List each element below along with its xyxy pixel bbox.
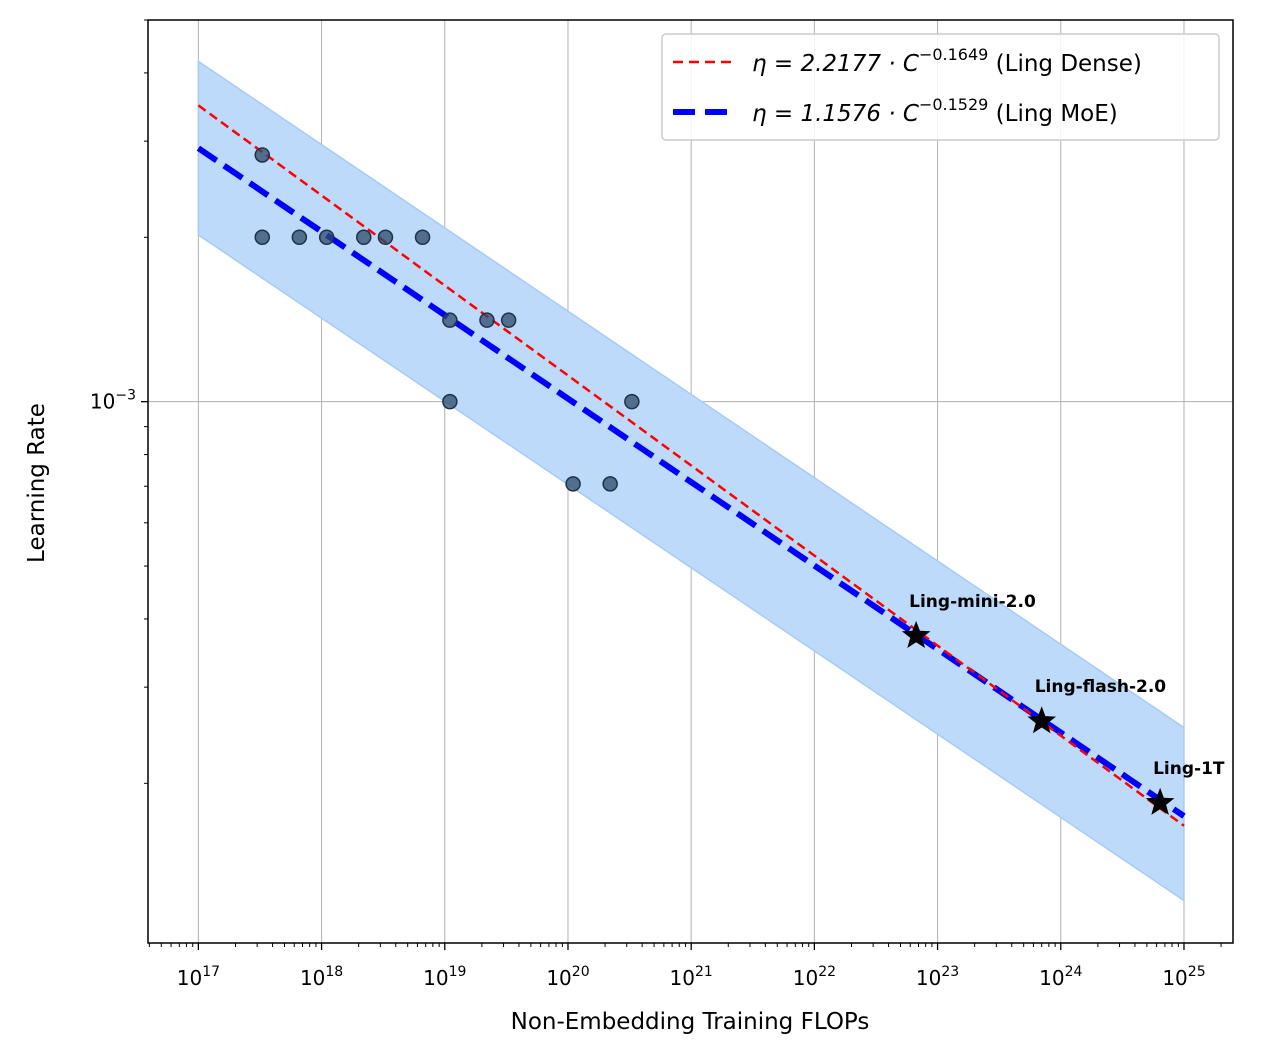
annotation-label: Ling-flash-2.0 (1035, 677, 1167, 697)
x-tick-label: 1024 (1039, 964, 1082, 990)
legend: η = 2.2177 · C−0.1649 (Ling Dense) η = 1.… (661, 33, 1220, 141)
x-axis-label: Non-Embedding Training FLOPs (511, 1009, 870, 1035)
data-point (377, 229, 394, 246)
annotation-label: Ling-mini-2.0 (909, 592, 1036, 612)
data-point (565, 476, 581, 492)
model-annotations: Ling-mini-2.0 Ling-flash-2.0 Ling-1T (901, 592, 1225, 815)
legend-box (661, 33, 1220, 141)
star-marker-icon (901, 620, 931, 648)
data-point (356, 229, 372, 246)
data-point (602, 476, 618, 492)
data-point (291, 229, 308, 246)
axes: 1017 1018 1019 1020 1021 1022 1023 1024 1025 10−3 (90, 19, 1234, 990)
x-tick-label: 1025 (1162, 964, 1205, 990)
x-tick-label: 1018 (300, 964, 343, 990)
data-point (500, 312, 517, 328)
data-point (318, 229, 335, 246)
scatter-points (254, 147, 640, 492)
x-tick-label: 1023 (916, 964, 959, 990)
data-point (414, 229, 431, 246)
data-point (479, 312, 495, 328)
fit-lines (196, 104, 1186, 827)
x-tick-label: 1022 (793, 964, 836, 990)
data-point (624, 393, 640, 410)
data-point (442, 312, 458, 328)
x-tick-label: 1019 (423, 964, 466, 990)
y-axis-label: Learning Rate (24, 403, 50, 563)
data-point (442, 393, 458, 410)
x-tick-label: 1017 (177, 964, 220, 990)
legend-label: η = 2.2177 · C−0.1649 (Ling Dense) (752, 45, 1142, 77)
data-point (254, 229, 271, 246)
plot-frame (147, 19, 1234, 944)
x-tick-label: 1020 (546, 964, 589, 990)
legend-label: η = 1.1576 · C−0.1529 (Ling MoE) (752, 95, 1118, 127)
fit-line-ling-dense (197, 104, 1185, 827)
annotation-label: Ling-1T (1153, 759, 1225, 779)
y-tick-label: 10−3 (90, 388, 136, 414)
star-marker-icon (1145, 787, 1175, 815)
data-point (254, 147, 271, 163)
star-marker-icon (1027, 706, 1056, 734)
x-tick-label: 1021 (670, 964, 713, 990)
